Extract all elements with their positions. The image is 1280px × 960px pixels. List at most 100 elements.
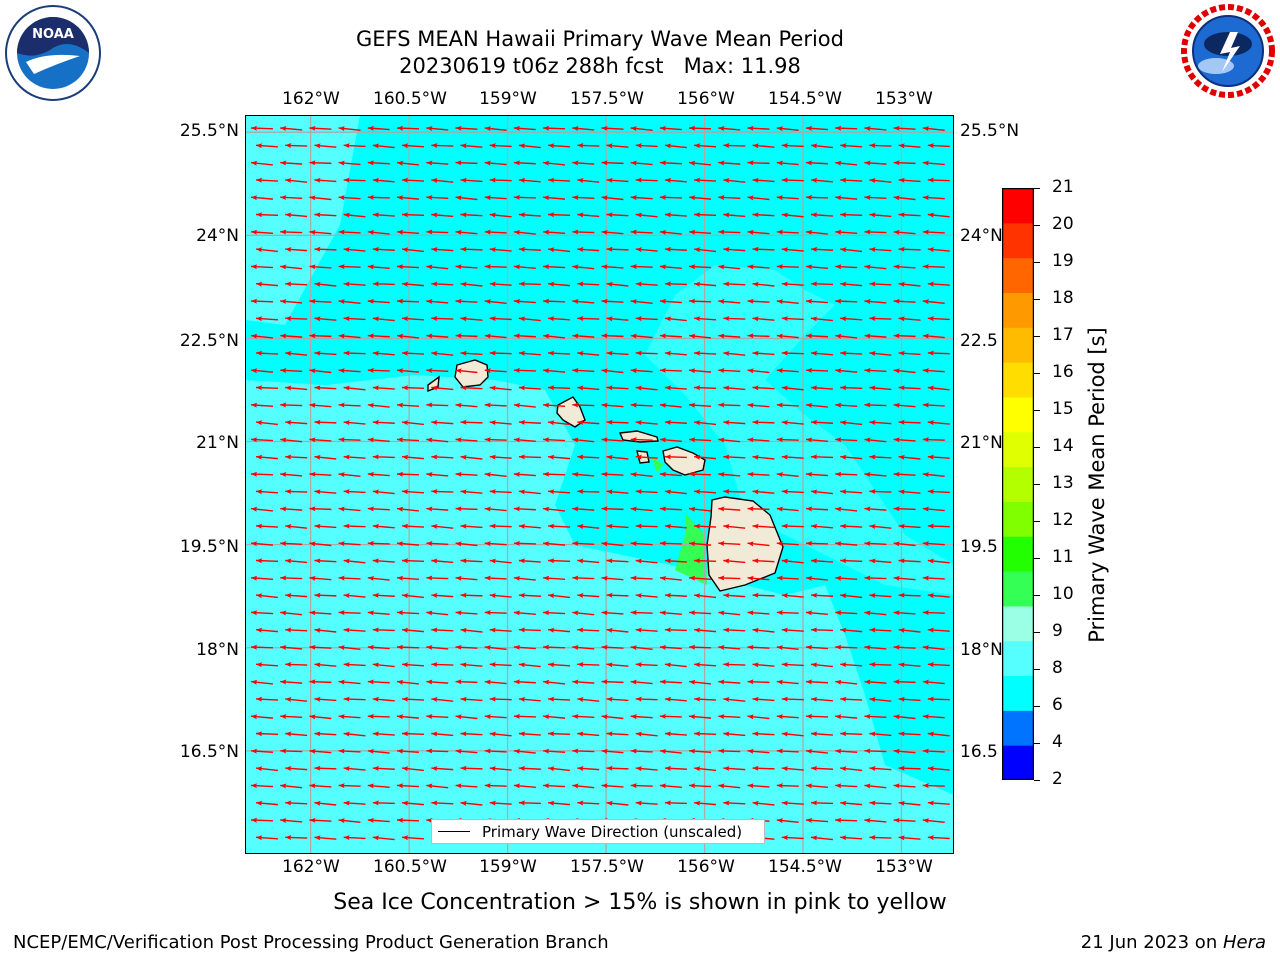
wave-arrow [426,264,449,270]
wave-arrow [460,212,483,218]
wave-arrow [577,178,600,184]
wave-arrow [606,523,629,529]
wave-arrow [718,714,741,720]
wave-arrow [776,748,799,754]
wave-arrow [518,489,541,495]
wave-arrow [781,350,804,356]
wave-arrow [689,575,712,581]
wave-arrow [893,783,916,789]
wave-arrow [250,748,273,754]
wave-arrow [805,783,828,789]
wave-arrow [426,229,449,235]
wave-arrow [343,350,366,356]
wave-arrow [314,835,337,841]
wave-arrow [630,714,653,720]
wave-arrow [250,229,273,235]
wave-arrow [572,679,595,685]
wave-arrow [864,333,887,339]
wave-arrow [664,558,687,564]
wave-arrow [810,800,834,806]
wave-arrow [840,212,863,218]
lat-tick-right-19.5n: 19.5 [960,537,998,557]
wave-arrow [898,627,921,633]
wave-arrow [577,524,600,530]
wave-arrow [255,143,278,149]
wave-arrow [255,281,278,287]
wave-arrow [606,246,629,252]
wave-arrow [489,593,512,599]
wave-arrow [864,506,887,512]
wave-arrow [372,592,395,598]
wave-arrow [601,714,624,720]
wave-arrow [776,229,799,235]
wave-arrow [280,575,303,581]
wave-arrow [840,766,863,772]
wave-arrow [577,385,600,391]
wave-arrow [840,143,863,149]
colorbar-tick-label: 4 [1052,732,1063,752]
wave-arrow [543,506,566,512]
wave-arrow [664,523,687,529]
wave-arrow [718,506,741,512]
wave-arrow [606,350,629,356]
wave-arrow [927,316,950,322]
wave-arrow [840,454,863,460]
wave-arrow [367,644,390,650]
wave-arrow [689,714,712,720]
legend-label: Primary Wave Direction (unscaled) [482,823,743,841]
wave-arrow [426,368,449,374]
wave-arrow [776,195,799,201]
wave-arrow [513,264,536,270]
wave-arrow [927,558,950,564]
wave-period-map [245,115,954,854]
wave-arrow [840,593,863,599]
wave-arrow [606,454,629,460]
wave-arrow [250,541,273,547]
wave-arrow [518,212,541,218]
sea-ice-note: Sea Ice Concentration > 15% is shown in … [333,890,947,915]
wave-arrow [747,195,770,201]
wave-arrow [577,593,600,599]
wave-arrow [255,800,278,806]
lon-tick-top-162w: 162°W [282,89,340,109]
wave-arrow [314,246,337,252]
wave-arrow [776,299,799,305]
wave-arrow [659,783,682,789]
wave-arrow [280,333,303,339]
wave-arrow [606,558,629,564]
wave-arrow [338,126,361,132]
wave-arrow [280,645,303,651]
wave-arrow [922,748,945,754]
wave-arrow [810,627,834,633]
wave-arrow [426,402,449,408]
wave-arrow [343,143,366,149]
wave-arrow [518,143,541,149]
wave-arrow [372,662,395,668]
wave-arrow [694,662,717,668]
wave-arrow [250,817,274,823]
wave-arrow [810,765,834,771]
wave-arrow [489,489,512,495]
wave-arrow [401,593,424,599]
wave-arrow [747,125,770,131]
wave-arrow [723,143,746,149]
wave-arrow [718,402,741,408]
wave-arrow [548,696,571,702]
wave-arrow [338,472,361,478]
wave-arrow [343,247,366,253]
wave-arrow [572,645,595,651]
wave-arrow [401,385,425,391]
wave-arrow [367,125,390,131]
wave-arrow [635,143,658,149]
title-line2: 20230619 t06z 288h fcst Max: 11.98 [399,54,801,78]
wave-arrow [280,541,303,547]
wave-arrow [835,817,858,823]
wave-arrow [572,714,595,720]
wave-arrow [338,333,361,339]
wave-arrow [893,506,916,512]
wave-arrow [689,402,712,408]
lat-tick-left-24n: 24°N [196,226,239,246]
wave-arrow [513,437,536,443]
wave-arrow [401,454,424,460]
wave-arrow [694,766,717,772]
